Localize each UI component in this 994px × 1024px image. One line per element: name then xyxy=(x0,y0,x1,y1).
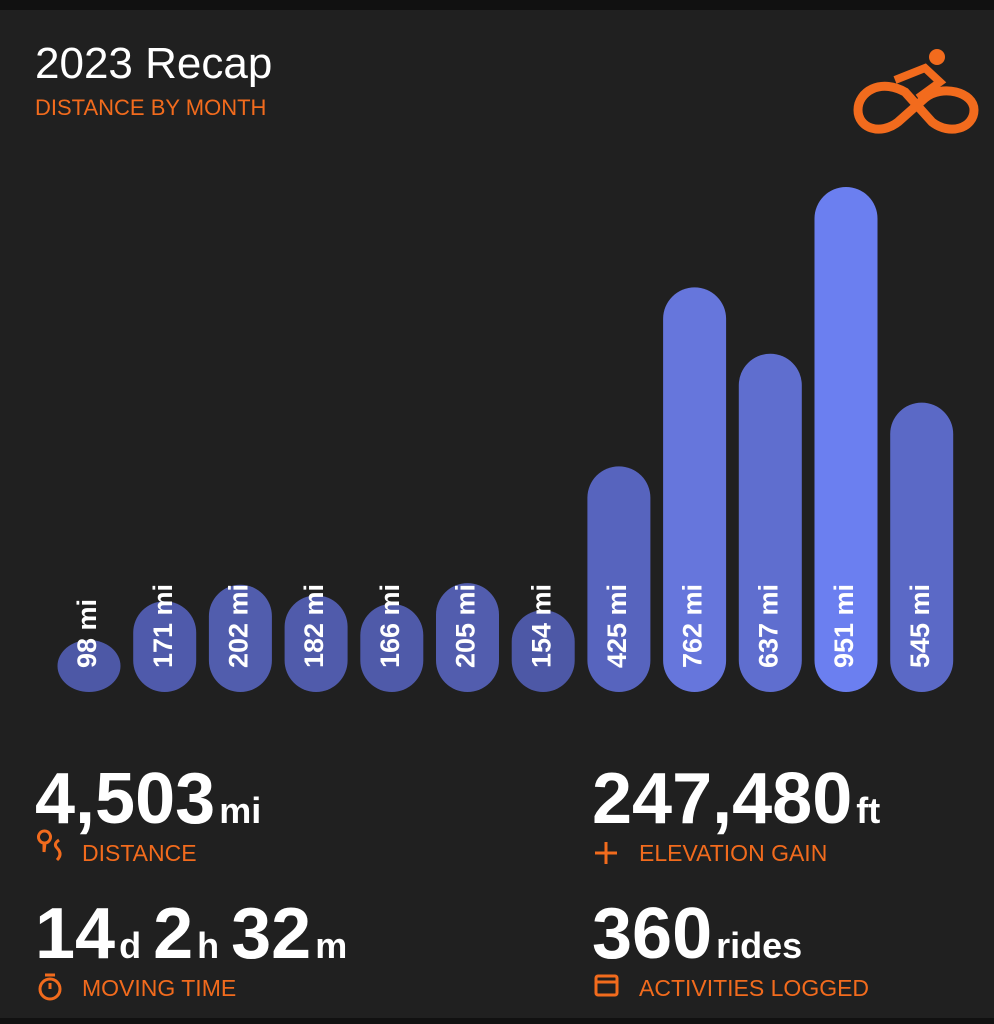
bar xyxy=(890,402,954,692)
bar xyxy=(208,584,272,692)
stat-icons xyxy=(37,829,619,1001)
bar xyxy=(133,601,197,692)
bar-value-label: 154 mi xyxy=(526,584,556,668)
stat-number: 2 xyxy=(153,894,193,974)
stat-number: 14 xyxy=(35,894,115,974)
title: 2023 Recap xyxy=(35,39,272,88)
bar xyxy=(284,595,348,692)
calendar-icon xyxy=(594,974,619,997)
bar-value-label: 182 mi xyxy=(299,584,329,668)
stat-value: 360 rides xyxy=(592,894,802,974)
stat-number: 32 xyxy=(231,894,311,974)
distance-icon xyxy=(37,829,52,853)
cycling-icon xyxy=(853,49,979,134)
stat-value: 247,480 ft xyxy=(592,759,880,839)
stat-value: 4,503 mi xyxy=(35,759,261,839)
bar-value-label: 98 mi xyxy=(72,599,102,668)
stat-label: DISTANCE xyxy=(82,840,197,866)
bar xyxy=(814,187,878,692)
stat-number: 4,503 xyxy=(35,759,215,839)
stat-label: MOVING TIME xyxy=(82,975,236,1001)
stat-label: ELEVATION GAIN xyxy=(639,840,827,866)
bar-value-label: 951 mi xyxy=(829,584,859,668)
bar-chart: 98 mi 171 mi 202 mi 182 mi 166 mi 205 mi 154 m… xyxy=(57,187,954,692)
bar-value-label: 425 mi xyxy=(602,584,632,668)
stat-value: 14 d 2 h 32 m xyxy=(35,894,347,974)
stat-label: ACTIVITIES LOGGED xyxy=(639,975,869,1001)
bar xyxy=(738,353,802,692)
stat-unit: h xyxy=(197,925,219,966)
bar-value-label: 166 mi xyxy=(375,584,405,668)
bar-value-label: 762 mi xyxy=(678,584,708,668)
bar-value-label: 202 mi xyxy=(224,584,254,668)
stat-unit: m xyxy=(315,925,347,966)
bar-value-label: 545 mi xyxy=(905,584,935,668)
elevation-icon xyxy=(595,842,617,864)
bar-value-label: 637 mi xyxy=(753,584,783,668)
timer-hand xyxy=(45,973,55,989)
bar xyxy=(360,603,424,692)
stat-unit: rides xyxy=(716,925,802,966)
stat-number: 247,480 xyxy=(592,759,852,839)
timer-icon xyxy=(38,977,62,1001)
subtitle: DISTANCE BY MONTH xyxy=(35,95,266,120)
bar xyxy=(57,639,121,692)
route-icon xyxy=(53,838,62,862)
stat-unit: ft xyxy=(856,790,880,831)
stat-unit: mi xyxy=(219,790,261,831)
bar-value-label: 171 mi xyxy=(148,584,178,668)
bar xyxy=(511,610,575,692)
bar xyxy=(587,466,651,692)
stat-number: 360 xyxy=(592,894,712,974)
bar-value-label: 205 mi xyxy=(451,584,481,668)
bar xyxy=(436,583,499,692)
bar xyxy=(663,287,727,692)
stat-unit: d xyxy=(119,925,141,966)
